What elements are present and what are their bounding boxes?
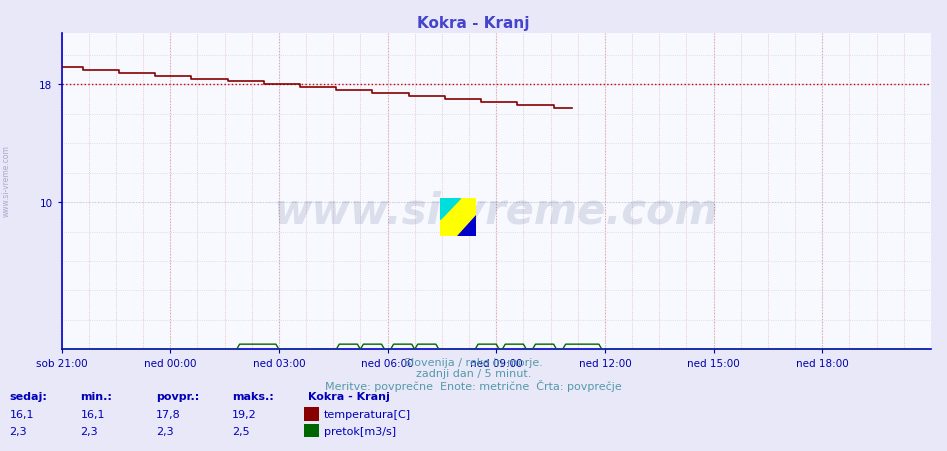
Text: 16,1: 16,1 (9, 409, 34, 419)
Text: Kokra - Kranj: Kokra - Kranj (418, 16, 529, 31)
Text: zadnji dan / 5 minut.: zadnji dan / 5 minut. (416, 368, 531, 378)
Text: sedaj:: sedaj: (9, 391, 47, 401)
Text: povpr.:: povpr.: (156, 391, 200, 401)
Text: maks.:: maks.: (232, 391, 274, 401)
Text: 2,3: 2,3 (9, 426, 27, 436)
Text: 17,8: 17,8 (156, 409, 181, 419)
Text: Meritve: povprečne  Enote: metrične  Črta: povprečje: Meritve: povprečne Enote: metrične Črta:… (325, 379, 622, 391)
Polygon shape (440, 198, 460, 220)
Text: 2,3: 2,3 (156, 426, 174, 436)
Text: 2,5: 2,5 (232, 426, 250, 436)
Text: www.si-vreme.com: www.si-vreme.com (2, 144, 11, 216)
Text: www.si-vreme.com: www.si-vreme.com (274, 190, 719, 231)
Text: min.:: min.: (80, 391, 113, 401)
Text: Slovenija / reke in morje.: Slovenija / reke in morje. (404, 358, 543, 368)
Text: 16,1: 16,1 (80, 409, 105, 419)
Text: temperatura[C]: temperatura[C] (324, 409, 411, 419)
Text: pretok[m3/s]: pretok[m3/s] (324, 426, 396, 436)
Text: 19,2: 19,2 (232, 409, 257, 419)
Text: 2,3: 2,3 (80, 426, 98, 436)
Polygon shape (456, 216, 476, 237)
Text: Kokra - Kranj: Kokra - Kranj (308, 391, 389, 401)
